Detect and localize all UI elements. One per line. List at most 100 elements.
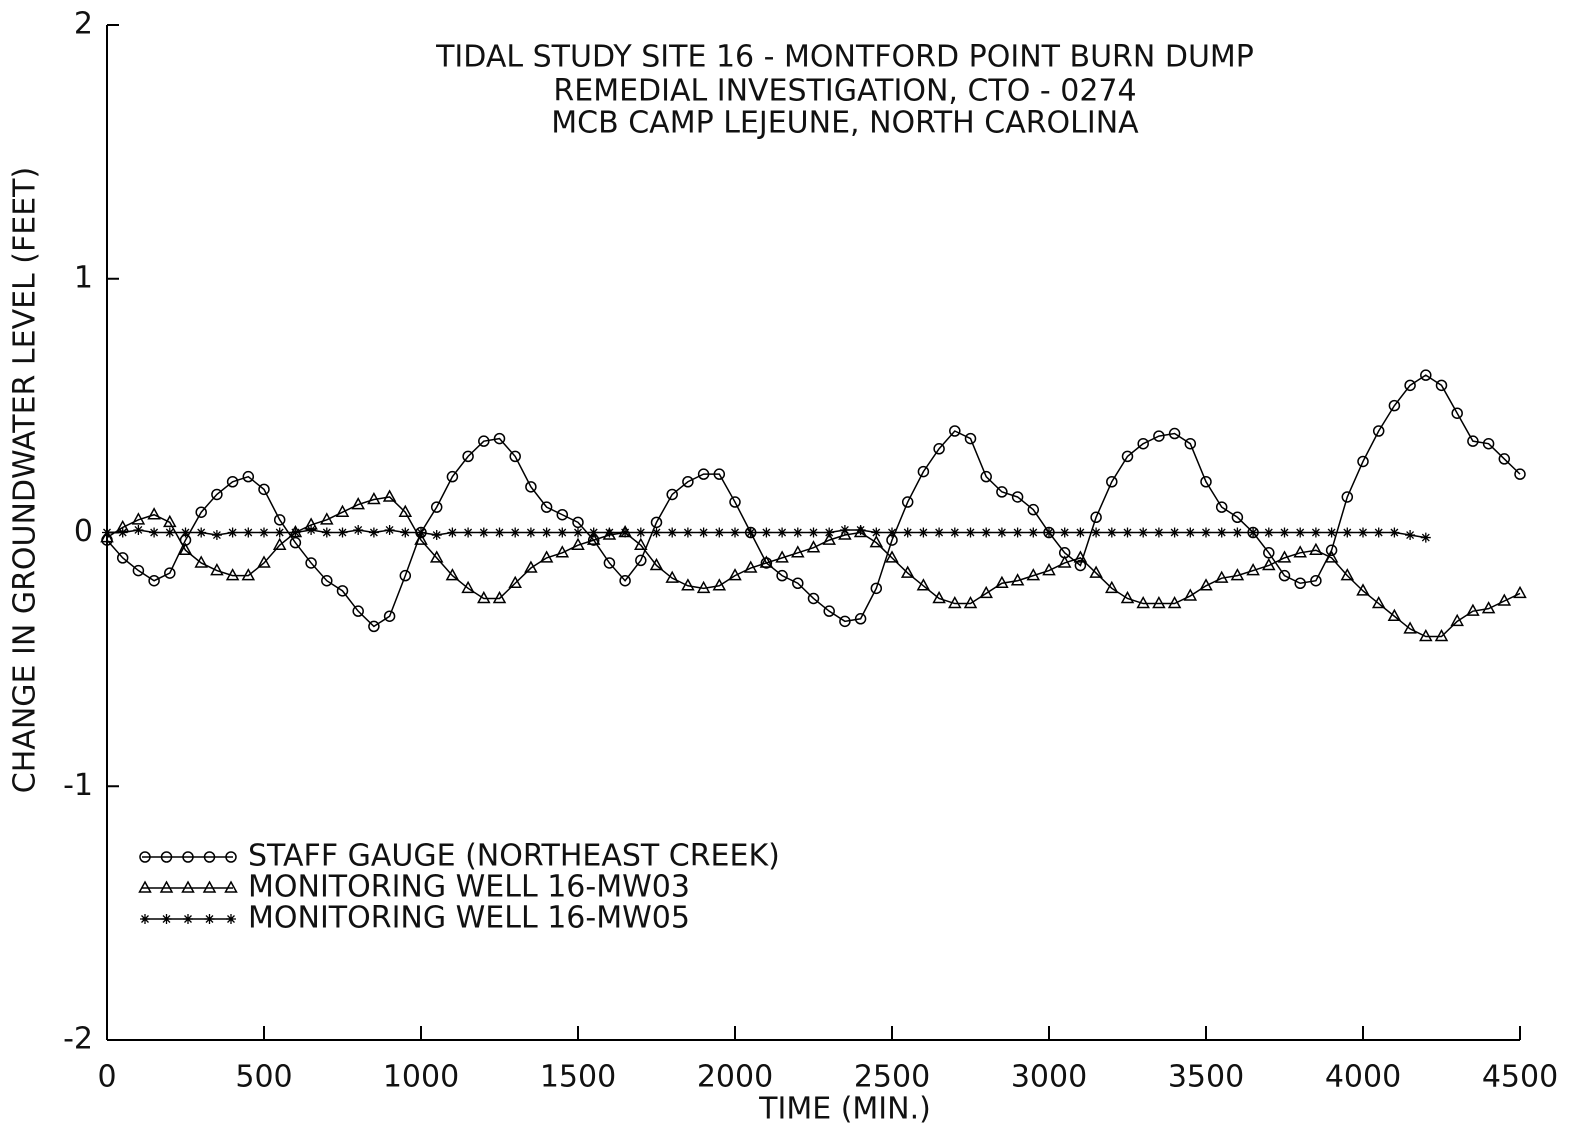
marker (1200, 476, 1212, 488)
marker (743, 560, 758, 573)
legend-marker (140, 914, 150, 924)
marker (1262, 557, 1276, 571)
marker (635, 527, 646, 538)
marker (808, 527, 819, 538)
marker (1278, 569, 1291, 582)
marker (461, 580, 475, 594)
marker (556, 508, 569, 521)
marker (1324, 550, 1339, 563)
x-tick-label: 4000 (1325, 1060, 1401, 1095)
marker (1201, 527, 1211, 538)
marker (823, 605, 835, 617)
marker (305, 557, 317, 569)
legend-marker (182, 851, 194, 863)
marker (384, 524, 395, 535)
marker (508, 575, 522, 588)
marker (1089, 565, 1103, 578)
marker (1404, 379, 1416, 392)
marker (1326, 527, 1337, 538)
legend-marker (202, 880, 217, 893)
marker (429, 550, 444, 563)
marker (776, 569, 788, 582)
legend-marker (161, 914, 172, 924)
marker (901, 496, 914, 508)
legend-marker (160, 851, 173, 863)
marker (258, 483, 270, 496)
marker (775, 550, 789, 563)
marker (697, 468, 710, 480)
marker (854, 613, 867, 625)
marker (1027, 503, 1040, 516)
marker (509, 450, 521, 463)
marker (194, 555, 208, 568)
marker (586, 532, 601, 545)
chart-title: REMEDIAL INVESTIGATION, CTO - 0274 (553, 74, 1136, 109)
x-tick-label: 3500 (1168, 1060, 1244, 1095)
marker (807, 592, 820, 605)
y-tick-label: -1 (63, 768, 93, 803)
marker (870, 582, 883, 595)
marker (447, 527, 458, 538)
marker (900, 565, 915, 578)
marker (730, 527, 740, 538)
marker (196, 527, 207, 538)
legend-marker (204, 914, 215, 924)
marker (682, 527, 693, 538)
marker (1090, 511, 1102, 524)
marker (1152, 595, 1166, 609)
marker (1451, 407, 1463, 419)
marker (414, 532, 428, 545)
marker (117, 527, 128, 538)
marker (651, 527, 662, 538)
marker (1513, 585, 1527, 599)
marker (1466, 603, 1480, 616)
marker (572, 516, 584, 529)
marker (478, 527, 489, 538)
marker (242, 470, 255, 483)
marker (667, 527, 678, 538)
marker (1183, 588, 1198, 601)
marker (806, 540, 821, 553)
marker (1420, 532, 1431, 543)
marker (1371, 595, 1386, 609)
marker (964, 432, 977, 445)
marker (321, 527, 332, 538)
marker (211, 488, 223, 501)
legend-label: MONITORING WELL 16-MW03 (248, 870, 690, 905)
marker (1341, 491, 1354, 503)
marker (885, 550, 899, 563)
marker (995, 575, 1009, 588)
marker (446, 470, 459, 483)
marker (431, 530, 442, 541)
marker (290, 527, 301, 538)
marker (838, 527, 852, 540)
marker (1294, 577, 1306, 589)
legend-marker (159, 880, 174, 893)
marker (1387, 608, 1402, 621)
marker (492, 590, 507, 604)
marker (164, 567, 176, 579)
marker (696, 580, 711, 594)
marker (147, 507, 161, 520)
marker (1169, 527, 1180, 538)
marker (996, 486, 1008, 498)
marker (1514, 468, 1526, 480)
marker (210, 563, 224, 576)
marker (902, 527, 913, 538)
marker (195, 506, 207, 518)
marker (1231, 511, 1244, 524)
legend-marker (226, 914, 236, 924)
legend-marker (225, 851, 237, 863)
marker (1091, 527, 1102, 538)
marker (102, 527, 112, 538)
y-tick-label: -2 (63, 1022, 93, 1057)
marker (682, 476, 694, 488)
marker (1450, 613, 1464, 627)
marker (934, 527, 945, 538)
marker (712, 578, 727, 591)
legend-label: MONITORING WELL 16-MW05 (248, 901, 690, 936)
marker (1028, 527, 1039, 538)
marker (980, 470, 992, 483)
marker (398, 504, 413, 517)
marker (241, 568, 256, 581)
